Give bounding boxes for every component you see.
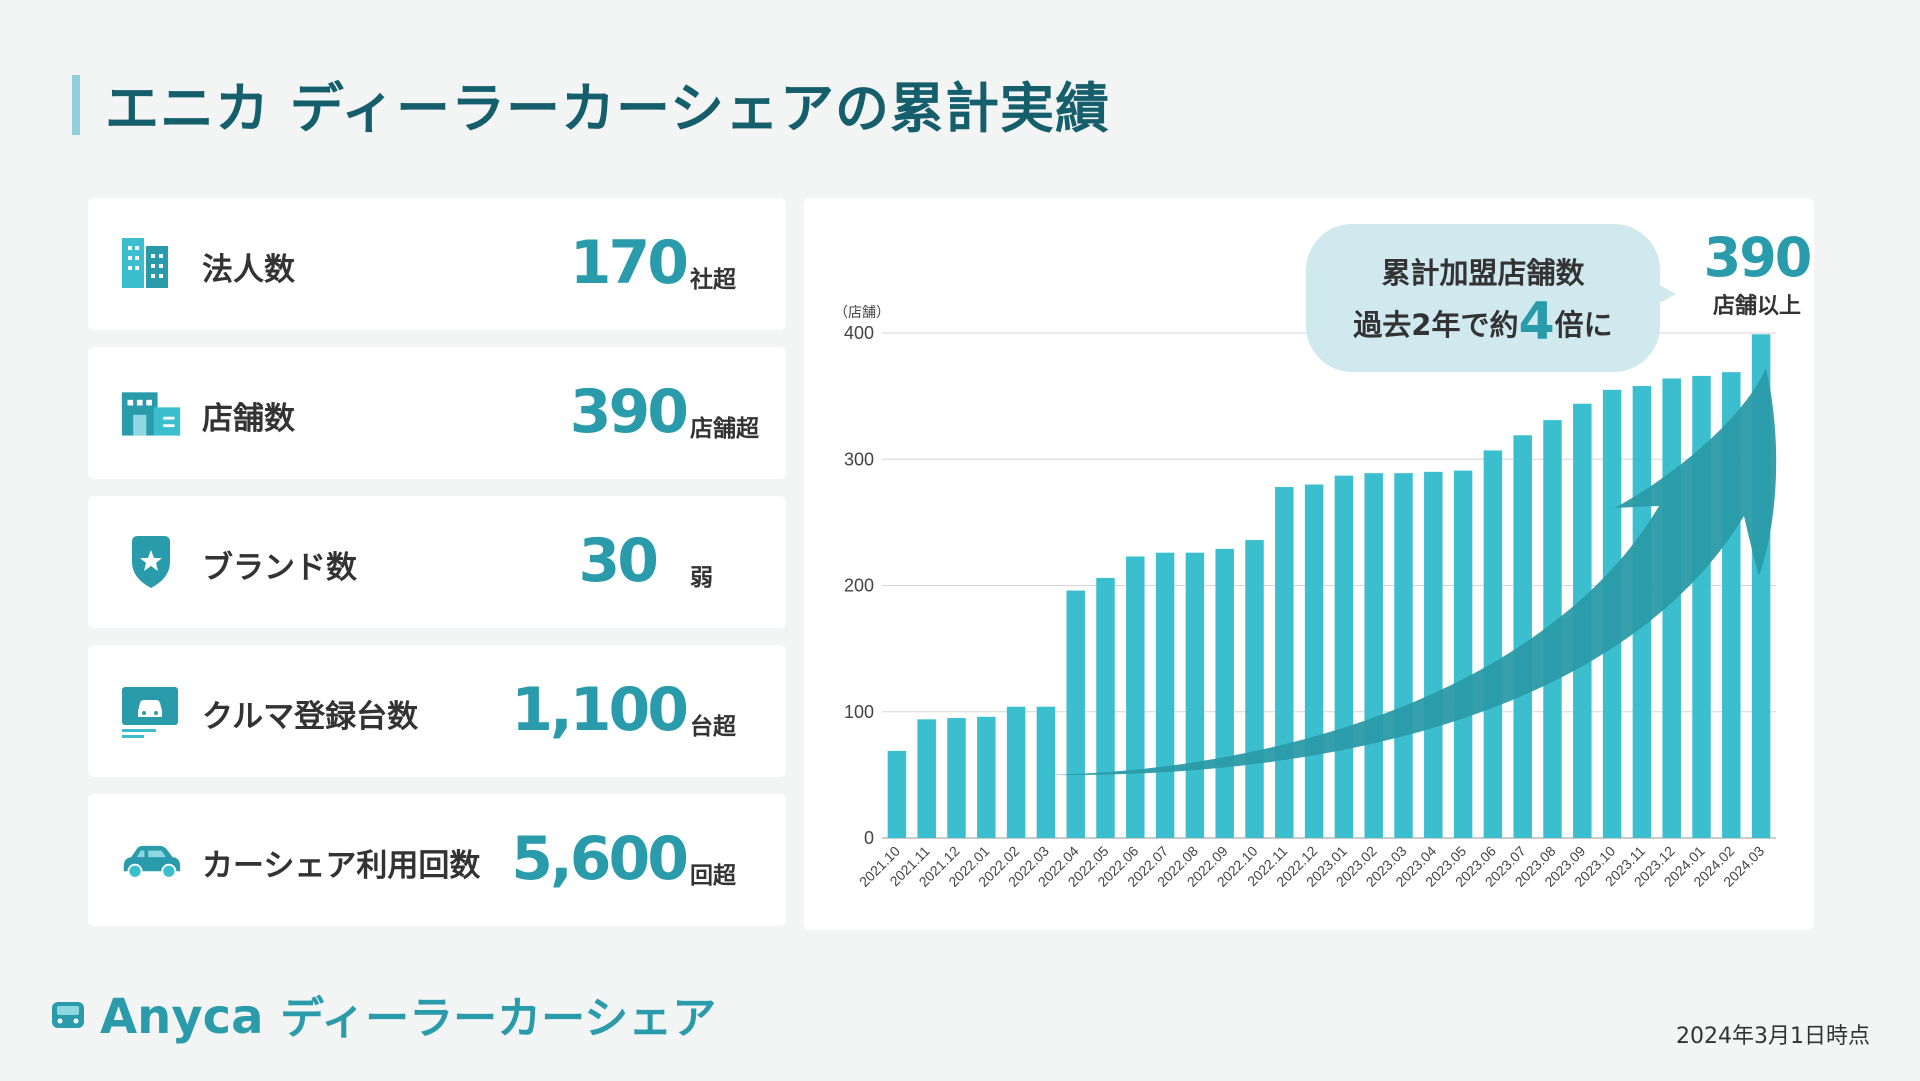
bar: [1126, 556, 1145, 838]
y-tick-label: 200: [844, 576, 874, 596]
callout-bubble-tail: [1650, 280, 1676, 308]
callout-value: 390: [1703, 226, 1813, 289]
stat-card-stores: 店舗数 390 店舗超: [88, 347, 786, 479]
stat-value: 1,100: [511, 675, 689, 745]
bar: [977, 716, 996, 838]
stat-card-usage: カーシェア利用回数 5,600 回超: [88, 794, 786, 926]
callout-line2: 過去2年で約4倍に: [1353, 292, 1613, 352]
stat-label: クルマ登録台数: [202, 699, 419, 735]
bar: [1245, 540, 1264, 838]
y-tick-label: 0: [864, 828, 874, 848]
car-registration-icon: [122, 687, 178, 738]
bar: [1275, 487, 1294, 838]
stat-card-corporations: 法人数 170 社超: [88, 198, 786, 330]
shield-star-icon: [132, 536, 170, 588]
stat-label: カーシェア利用回数: [202, 848, 481, 884]
bar: [1155, 552, 1175, 838]
y-tick-label: 100: [844, 702, 874, 722]
bar-chart: 0100200300400（店舗）2021.102021.112021.1220…: [834, 304, 1777, 890]
stat-unit: 弱: [690, 565, 713, 591]
title-accent-bar: [72, 75, 80, 135]
stat-value: 390: [569, 377, 689, 447]
bar: [917, 719, 936, 838]
store-icon: [121, 392, 181, 436]
page-title: エニカ ディーラーカーシェアの累計実績: [105, 77, 1110, 140]
stat-unit: 店舗超: [690, 416, 759, 442]
stat-unit: 台超: [690, 714, 736, 740]
callout-bubble: [1306, 224, 1660, 372]
stat-card-cars: クルマ登録台数 1,100 台超: [88, 645, 786, 777]
stat-label: ブランド数: [202, 550, 357, 586]
bar: [887, 750, 907, 838]
bar: [1096, 577, 1115, 838]
bar: [1483, 450, 1503, 838]
callout-value-unit: 店舗以上: [1712, 294, 1801, 319]
stat-label: 店舗数: [202, 401, 295, 437]
bar: [1036, 706, 1056, 838]
callout-multiplier: 4: [1518, 292, 1555, 352]
car-icon: [123, 845, 181, 879]
y-tick-label: 400: [844, 323, 874, 343]
bar: [1215, 548, 1234, 838]
callout-line1: 累計加盟店舗数: [1381, 256, 1585, 290]
logo-car-icon: [52, 1002, 84, 1028]
bar: [1066, 590, 1085, 838]
stat-label: 法人数: [202, 252, 295, 288]
stat-value: 5,600: [511, 824, 689, 894]
bar: [1334, 475, 1354, 838]
logo-name: Anyca: [100, 989, 264, 1045]
building-icon: [122, 238, 168, 288]
stat-unit: 社超: [690, 267, 736, 293]
bar: [1364, 473, 1383, 838]
stat-card-brands: ブランド数 30 弱: [88, 496, 786, 628]
stat-unit: 回超: [690, 863, 736, 889]
bar: [947, 718, 966, 838]
y-axis-label: （店舗）: [834, 304, 890, 320]
bar: [1185, 552, 1205, 838]
bar: [1453, 470, 1473, 838]
chart-panel: 0 100 200 300 400 （店舗） 2021.10 2021.11 2021.12 20…: [804, 198, 1814, 930]
logo: Anyca ディーラーカーシェア: [100, 982, 716, 1046]
logo-sub: ディーラーカーシェア: [280, 993, 717, 1044]
y-tick-label: 300: [844, 449, 874, 469]
growth-arrow: [1049, 368, 1777, 776]
as-of-date: 2024年3月1日時点: [1676, 1024, 1870, 1049]
bar: [1424, 471, 1443, 838]
stat-value: 30: [578, 526, 659, 596]
bar: [1006, 706, 1026, 838]
bar: [1513, 435, 1532, 838]
stat-value: 170: [569, 228, 689, 298]
bar: [1394, 473, 1413, 838]
bar: [1304, 484, 1324, 838]
